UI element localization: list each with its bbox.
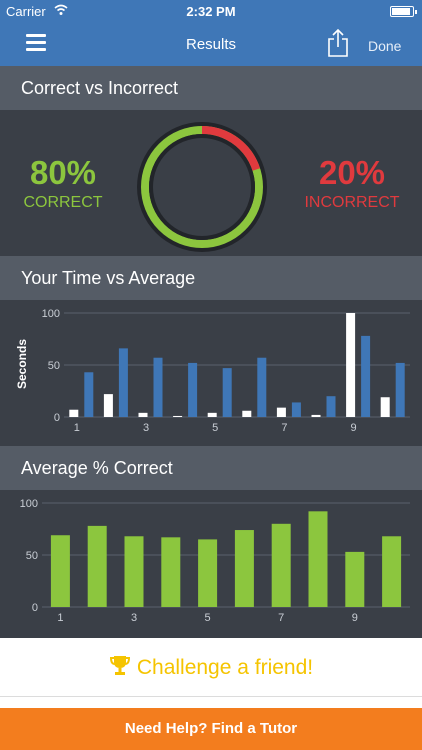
x-tick-label: 7 (278, 612, 284, 624)
challenge-label: Challenge a friend! (136, 656, 314, 679)
bar-series1-4 (161, 537, 181, 607)
bar-series1-2 (103, 394, 113, 417)
status-time: 2:32 PM (186, 4, 236, 19)
bar-series1-5 (207, 412, 217, 417)
average-correct-header: Average % Correct (0, 446, 422, 490)
y-tick-label: 100 (42, 308, 60, 320)
correct-vs-incorrect-panel: 80% CORRECT 20% INCORRECT (0, 110, 422, 256)
x-tick-label: 1 (74, 422, 80, 434)
divider (0, 696, 422, 708)
bar-series2-10 (395, 362, 405, 417)
bar-series1-1 (69, 409, 79, 417)
bar-series2-4 (188, 362, 198, 417)
bar-series2-2 (118, 348, 128, 417)
bar-series1-7 (276, 407, 286, 417)
bar-series2-3 (153, 357, 163, 417)
incorrect-label: INCORRECT (304, 194, 400, 211)
correct-stat: 80% CORRECT (10, 154, 116, 212)
bar-series2-8 (326, 396, 336, 417)
bar-series2-6 (257, 357, 267, 417)
y-axis-label: Seconds (15, 339, 29, 389)
battery-icon (390, 6, 417, 17)
y-tick-label: 50 (26, 550, 38, 562)
avg-chart-panel: 0 50 100 1 3 5 7 9 (0, 490, 422, 638)
bar-series1-5 (198, 539, 218, 607)
bar-series2-9 (361, 335, 371, 417)
average-correct-bar-chart: 0 50 100 1 3 5 7 9 (20, 498, 410, 624)
x-tick-label: 9 (351, 422, 357, 434)
page-title: Results (185, 36, 237, 53)
bar-series1-10 (382, 536, 402, 607)
correct-label: CORRECT (23, 194, 103, 211)
x-tick-label: 7 (281, 422, 287, 434)
done-button[interactable]: Done (368, 38, 402, 54)
bar-series2-7 (291, 402, 301, 417)
incorrect-stat: 20% INCORRECT (294, 154, 410, 212)
bar-series1-1 (50, 535, 70, 607)
share-icon[interactable] (326, 28, 350, 58)
bar-series1-9 (346, 313, 356, 417)
section-title: Your Time vs Average (21, 268, 196, 288)
y-tick-label: 0 (32, 602, 38, 614)
wifi-icon (54, 3, 68, 20)
bar-series1-6 (234, 530, 254, 607)
bar-series1-7 (271, 523, 291, 607)
bar-series1-9 (345, 551, 365, 607)
time-chart-panel: Seconds 0 50 100 1 3 5 7 9 (0, 300, 422, 446)
x-tick-label: 5 (205, 612, 211, 624)
correct-ring-chart (137, 122, 267, 252)
section-title: Correct vs Incorrect (21, 78, 179, 98)
y-tick-label: 100 (20, 498, 38, 510)
incorrect-percent: 20% (318, 154, 386, 191)
bar-series1-4 (173, 415, 183, 417)
bar-series1-3 (138, 412, 148, 417)
y-tick-label: 50 (48, 360, 60, 372)
carrier-label: Carrier (6, 4, 46, 19)
bar-series1-6 (242, 410, 252, 417)
bar-series1-8 (308, 511, 328, 607)
ring-incorrect-arc (141, 126, 263, 248)
challenge-friend-button[interactable]: Challenge a friend! (0, 638, 422, 696)
bar-series1-2 (87, 525, 107, 607)
x-tick-label: 1 (57, 612, 63, 624)
correct-percent: 80% (29, 154, 97, 191)
section-title: Average % Correct (21, 458, 173, 478)
y-tick-label: 0 (54, 412, 60, 424)
time-bar-chart: Seconds 0 50 100 1 3 5 7 9 (15, 308, 410, 434)
nav-bar: Results Done (0, 22, 422, 66)
find-tutor-button[interactable]: Need Help? Find a Tutor (0, 708, 422, 750)
menu-icon[interactable] (26, 34, 46, 51)
bar-series1-10 (380, 397, 390, 417)
bar-series1-3 (124, 536, 144, 607)
x-tick-label: 3 (143, 422, 149, 434)
status-bar: Carrier 2:32 PM (0, 0, 422, 22)
x-tick-label: 9 (352, 612, 358, 624)
bar-series1-8 (311, 414, 321, 417)
bar-series2-5 (222, 368, 232, 417)
time-vs-average-header: Your Time vs Average (0, 256, 422, 300)
trophy-icon (109, 654, 131, 682)
bar-series2-1 (84, 372, 94, 417)
correct-vs-incorrect-header: Correct vs Incorrect (0, 66, 422, 110)
x-tick-label: 5 (212, 422, 218, 434)
x-tick-label: 3 (131, 612, 137, 624)
